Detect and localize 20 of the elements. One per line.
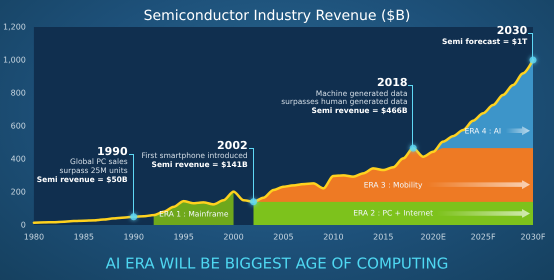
x-tick-label: 1980 (24, 232, 44, 242)
y-tick-label: 800 (10, 88, 26, 98)
x-tick-label: 2015 (373, 232, 394, 242)
text: AI ERA WILL BE BIGGEST AGE OF COMPUTING (106, 254, 448, 272)
x-tick-label: 2000 (223, 232, 244, 242)
x-tick-label: 1990 (124, 232, 144, 242)
x-tick-label: 2005 (273, 232, 294, 242)
y-tick-label: 600 (10, 122, 26, 130)
y-tick-label: 400 (10, 154, 26, 164)
y-tick-label: 0 (20, 220, 26, 230)
chart-title: Semiconductor Industry Revenue ($B) (144, 8, 410, 24)
x-tick-label: 2030F (520, 232, 546, 242)
x-tick-label: 2025F (470, 232, 496, 242)
y-tick-label: 1,000 (2, 56, 26, 64)
x-tick-label: 1995 (173, 232, 194, 242)
x-tick-label: 1985 (74, 232, 94, 242)
y-tick-label: 1,200 (2, 22, 26, 32)
x-tick-label: 2010 (323, 232, 344, 242)
x-tick-label: 2020E (420, 232, 446, 242)
y-tick-label: 200 (10, 188, 26, 196)
